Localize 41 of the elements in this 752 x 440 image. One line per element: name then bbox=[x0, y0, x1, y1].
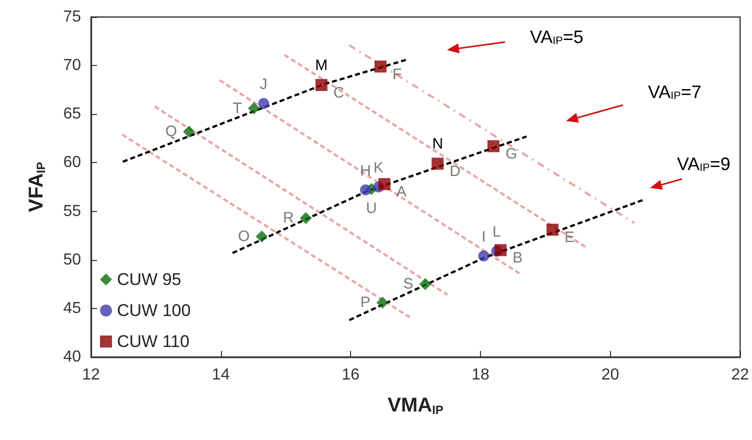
annotation: M bbox=[315, 57, 328, 74]
annotation: N bbox=[432, 136, 444, 153]
data-label: I bbox=[482, 228, 486, 246]
data-label: U bbox=[366, 200, 377, 217]
y-tick-label: 40 bbox=[63, 348, 82, 366]
x-tick-label: 22 bbox=[731, 366, 750, 384]
data-label: H bbox=[360, 162, 371, 180]
legend-label: CUW 110 bbox=[117, 332, 190, 351]
y-tick-label: 70 bbox=[63, 57, 82, 74]
data-label: D bbox=[450, 163, 461, 180]
data-label: A bbox=[396, 184, 406, 201]
annotation: VAIP=9 bbox=[677, 154, 730, 174]
y-tick-label: 60 bbox=[63, 154, 82, 172]
x-tick-label: 12 bbox=[82, 366, 100, 384]
y-tick-label: 75 bbox=[63, 8, 82, 26]
data-label: T bbox=[232, 100, 242, 117]
data-label: Q bbox=[165, 123, 178, 140]
data-label: S bbox=[403, 276, 414, 293]
x-tick-label: 16 bbox=[342, 366, 360, 384]
annotation: VAIP=5 bbox=[530, 27, 584, 48]
annotation: VAIP=7 bbox=[648, 82, 702, 102]
legend-label: CUW 100 bbox=[117, 301, 191, 320]
data-label: E bbox=[564, 229, 575, 246]
data-label: B bbox=[512, 250, 523, 267]
y-tick-label: 45 bbox=[63, 300, 82, 317]
y-axis-title: VFAIP bbox=[26, 162, 48, 212]
data-label: R bbox=[283, 210, 294, 227]
data-label: K bbox=[374, 160, 384, 176]
x-tick-label: 14 bbox=[212, 366, 230, 384]
y-tick-label: 65 bbox=[63, 106, 82, 123]
data-label: C bbox=[333, 84, 344, 102]
data-label: L bbox=[492, 224, 501, 241]
data-label: O bbox=[238, 228, 250, 246]
x-tick-label: 20 bbox=[601, 366, 620, 384]
data-label: G bbox=[505, 146, 518, 163]
legend-label: CUW 95 bbox=[117, 270, 182, 289]
data-label: P bbox=[360, 294, 370, 312]
y-tick-label: 50 bbox=[63, 251, 82, 268]
y-tick-label: 55 bbox=[63, 202, 82, 220]
data-label: J bbox=[260, 76, 268, 93]
x-tick-label: 18 bbox=[472, 366, 490, 384]
